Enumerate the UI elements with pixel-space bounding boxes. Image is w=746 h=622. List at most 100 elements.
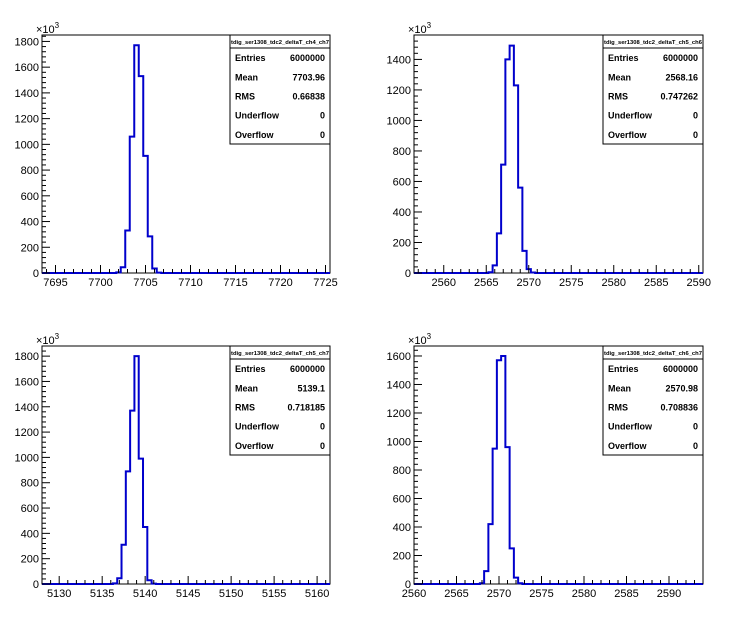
x-tick-label: 2565 <box>474 277 498 289</box>
stats-value: 6000000 <box>663 364 698 374</box>
x-tick-label: 5155 <box>262 588 286 600</box>
histogram-bin <box>501 356 505 584</box>
y-tick-label: 0 <box>33 268 39 280</box>
y-tick-label: 1000 <box>15 139 39 151</box>
histogram-bin <box>501 165 505 273</box>
histogram-bin <box>139 76 144 273</box>
y-tick-label: 200 <box>393 550 411 562</box>
y-tick-label: 1400 <box>387 379 411 391</box>
histogram-bin <box>148 236 153 273</box>
stats-box: tdig_ser1308_tdc2_deltaT_ch4_ch7 Entries 6… <box>229 34 331 145</box>
y-tick-label: 1400 <box>15 88 39 100</box>
stats-label: Mean <box>235 72 258 82</box>
x-tick-label: 2570 <box>487 588 511 600</box>
stats-label: Underflow <box>608 422 653 432</box>
histogram-bin <box>125 231 130 273</box>
stats-box: tdig_ser1308_tdc2_deltaT_ch6_ch7 Entries 6… <box>602 345 704 456</box>
stats-box-frame <box>602 34 704 145</box>
histogram-bin <box>518 583 522 584</box>
stats-box-frame <box>229 34 331 145</box>
histogram-series <box>42 44 330 274</box>
stats-label: Mean <box>608 72 631 82</box>
y-tick-label: 0 <box>33 579 39 591</box>
histogram-bin <box>134 356 138 584</box>
histogram-bin <box>522 251 526 273</box>
y-tick-label: 1800 <box>15 351 39 363</box>
histogram-bin <box>122 545 126 584</box>
stats-box: tdig_ser1308_tdc2_deltaT_ch5_ch7 Entries 6… <box>229 345 331 456</box>
stats-value: 0 <box>320 130 325 140</box>
x-tick-label: 7710 <box>178 277 202 289</box>
stats-value: 6000000 <box>290 364 325 374</box>
stats-label: Overflow <box>235 130 275 140</box>
y-tick-label: 1600 <box>15 376 39 388</box>
y-tick-label: 0 <box>405 268 411 280</box>
x-tick-label: 5135 <box>90 588 114 600</box>
stats-value: 7703.96 <box>292 72 325 82</box>
y-tick-label: 400 <box>21 528 39 540</box>
x-tick-label: 7695 <box>43 277 67 289</box>
stats-label: RMS <box>235 403 255 413</box>
histogram-bin <box>143 527 147 584</box>
y-tick-label: 800 <box>393 465 411 477</box>
y-tick-label: 1200 <box>15 114 39 126</box>
x-tick-label: 2585 <box>644 277 668 289</box>
stats-box: tdig_ser1308_tdc2_deltaT_ch5_ch6 Entries 6… <box>602 34 704 145</box>
y-tick-label: 1400 <box>15 402 39 414</box>
histogram-bin <box>484 571 488 584</box>
x-tick-label: 5160 <box>305 588 329 600</box>
x-tick-label: 2590 <box>687 277 711 289</box>
histogram-bin <box>493 449 497 584</box>
histogram-panel: 0 200 400 600 800 1000 1200 1400 1600 1800 5130 513… <box>15 332 331 600</box>
histogram-bin <box>126 471 130 584</box>
stats-label: RMS <box>608 403 628 413</box>
stats-label: Entries <box>608 53 639 63</box>
histogram-bin <box>505 59 509 273</box>
histogram-series <box>42 355 330 585</box>
histogram-title: tdig_ser1308_tdc2_deltaT_ch5_ch7 <box>231 351 329 357</box>
histogram-bin <box>488 272 492 273</box>
stats-label: Entries <box>235 364 266 374</box>
stats-label: Mean <box>608 383 631 393</box>
y-exponent-label: ×103 <box>36 332 60 347</box>
histogram-title: tdig_ser1308_tdc2_deltaT_ch6_ch7 <box>604 351 702 357</box>
y-tick-label: 600 <box>21 503 39 515</box>
y-tick-label: 600 <box>393 176 411 188</box>
y-tick-label: 800 <box>393 146 411 158</box>
stats-label: Overflow <box>235 441 275 451</box>
y-exponent-label: ×103 <box>36 21 60 36</box>
y-tick-label: 1000 <box>387 436 411 448</box>
x-tick-label: 7700 <box>88 277 112 289</box>
histogram-bin <box>113 583 117 584</box>
y-tick-label: 1200 <box>15 427 39 439</box>
y-tick-label: 600 <box>21 191 39 203</box>
stats-value: 0 <box>320 422 325 432</box>
histogram-series <box>414 354 703 585</box>
stats-label: Entries <box>235 53 266 63</box>
x-tick-label: 2580 <box>572 588 596 600</box>
y-tick-label: 600 <box>393 493 411 505</box>
x-tick-label: 2575 <box>529 588 553 600</box>
x-tick-label: 5150 <box>219 588 243 600</box>
histogram-bin <box>139 459 143 584</box>
histogram-bin <box>121 267 126 273</box>
histogram-panel: 0 200 400 600 800 1000 1200 1400 1600 1800 7695 770… <box>15 21 338 289</box>
histogram-bin <box>143 156 148 273</box>
stats-label: Overflow <box>608 130 648 140</box>
y-tick-label: 1600 <box>15 62 39 74</box>
histogram-title: tdig_ser1308_tdc2_deltaT_ch4_ch7 <box>231 40 329 46</box>
stats-value: 0 <box>693 130 698 140</box>
y-tick-label: 800 <box>21 478 39 490</box>
histogram-bin <box>147 580 151 584</box>
x-tick-label: 7715 <box>223 277 247 289</box>
histogram-bin <box>130 137 135 273</box>
y-exponent-label: ×103 <box>408 21 432 36</box>
histogram-bin <box>497 360 501 584</box>
stats-label: RMS <box>608 92 628 102</box>
histogram-panel: 0 200 400 600 800 1000 1200 1400 1600 2560 2565 257… <box>387 332 704 600</box>
y-tick-label: 400 <box>21 217 39 229</box>
y-tick-label: 1200 <box>387 408 411 420</box>
stats-label: Underflow <box>235 111 280 121</box>
histogram-series <box>414 44 703 274</box>
